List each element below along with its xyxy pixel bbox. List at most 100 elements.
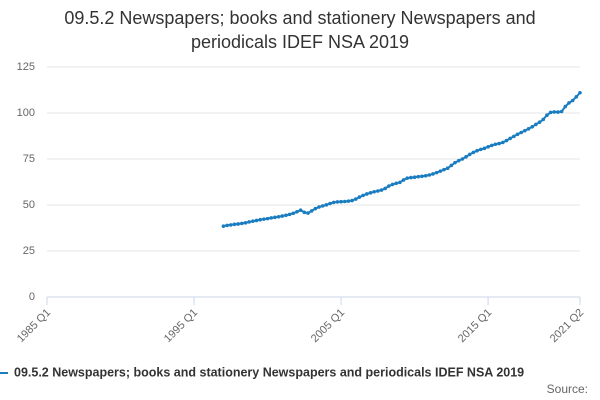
x-tick-label: 2005 Q1 xyxy=(309,307,347,345)
point xyxy=(460,157,465,161)
point xyxy=(467,152,472,157)
point xyxy=(280,214,285,218)
point xyxy=(236,222,240,226)
point xyxy=(221,224,226,228)
point xyxy=(228,223,233,227)
x-tick-label: 2015 Q1 xyxy=(456,307,494,345)
point xyxy=(328,201,332,206)
x-tick-label: 1995 Q1 xyxy=(162,307,200,345)
point xyxy=(449,163,454,168)
point xyxy=(453,160,457,165)
point xyxy=(232,222,237,227)
point xyxy=(434,170,439,175)
point xyxy=(240,221,244,226)
point xyxy=(475,148,479,153)
point xyxy=(265,216,270,221)
point xyxy=(537,120,542,124)
point xyxy=(346,199,351,203)
point xyxy=(534,122,538,127)
point xyxy=(243,221,248,225)
point xyxy=(313,206,318,211)
point xyxy=(284,213,288,218)
x-tick-label: 2021 Q2 xyxy=(548,307,586,345)
point xyxy=(545,113,549,118)
point xyxy=(254,218,259,223)
point xyxy=(530,125,535,129)
source: Source: xyxy=(547,382,588,396)
point xyxy=(423,173,428,178)
point xyxy=(541,117,546,122)
point xyxy=(335,200,340,204)
point xyxy=(556,110,560,114)
point xyxy=(287,212,292,217)
point xyxy=(478,147,483,152)
point xyxy=(574,95,579,99)
point xyxy=(320,204,325,208)
point xyxy=(409,175,413,180)
point xyxy=(482,146,487,151)
point xyxy=(262,217,266,221)
point xyxy=(376,189,380,193)
point xyxy=(548,110,553,115)
y-tick-label: 125 xyxy=(17,61,35,73)
x-tick-label: 1985 Q1 xyxy=(15,307,53,345)
point xyxy=(471,150,476,155)
point xyxy=(508,136,512,141)
point xyxy=(306,211,310,215)
point xyxy=(390,182,395,187)
point xyxy=(350,198,354,203)
y-tick-label: 75 xyxy=(23,153,35,165)
point xyxy=(398,180,402,185)
point xyxy=(438,169,443,173)
point xyxy=(405,176,410,180)
point xyxy=(247,220,251,224)
point xyxy=(578,90,582,95)
point xyxy=(298,208,303,212)
point xyxy=(501,140,505,145)
point xyxy=(523,128,527,133)
point xyxy=(276,214,281,219)
point xyxy=(559,109,564,114)
point xyxy=(361,193,365,198)
point xyxy=(295,210,299,214)
point xyxy=(372,189,376,194)
y-tick-label: 0 xyxy=(29,291,35,303)
point xyxy=(353,197,358,201)
point xyxy=(512,134,516,139)
point xyxy=(368,191,373,195)
point xyxy=(526,127,531,131)
point xyxy=(519,130,523,135)
point xyxy=(225,223,229,228)
point xyxy=(401,178,406,182)
legend-label: 09.5.2 Newspapers; books and stationery … xyxy=(14,365,524,379)
point xyxy=(339,199,343,204)
point xyxy=(427,173,432,177)
point xyxy=(412,175,417,180)
point xyxy=(379,188,384,192)
y-tick-label: 25 xyxy=(23,245,35,257)
point xyxy=(394,181,399,186)
point xyxy=(420,174,424,179)
point xyxy=(302,210,307,215)
point xyxy=(383,186,387,191)
point xyxy=(357,195,362,199)
point xyxy=(342,199,347,204)
point xyxy=(552,110,557,114)
point xyxy=(456,158,461,163)
point xyxy=(251,219,255,223)
point xyxy=(317,205,321,209)
point xyxy=(567,101,571,105)
point xyxy=(563,104,568,109)
point xyxy=(504,138,509,143)
y-tick-label: 50 xyxy=(23,199,35,211)
point xyxy=(291,211,296,216)
point xyxy=(365,192,369,196)
point xyxy=(258,217,263,222)
point xyxy=(387,184,391,188)
point xyxy=(309,209,314,213)
point xyxy=(489,143,494,148)
point xyxy=(331,200,336,205)
point xyxy=(324,203,329,207)
